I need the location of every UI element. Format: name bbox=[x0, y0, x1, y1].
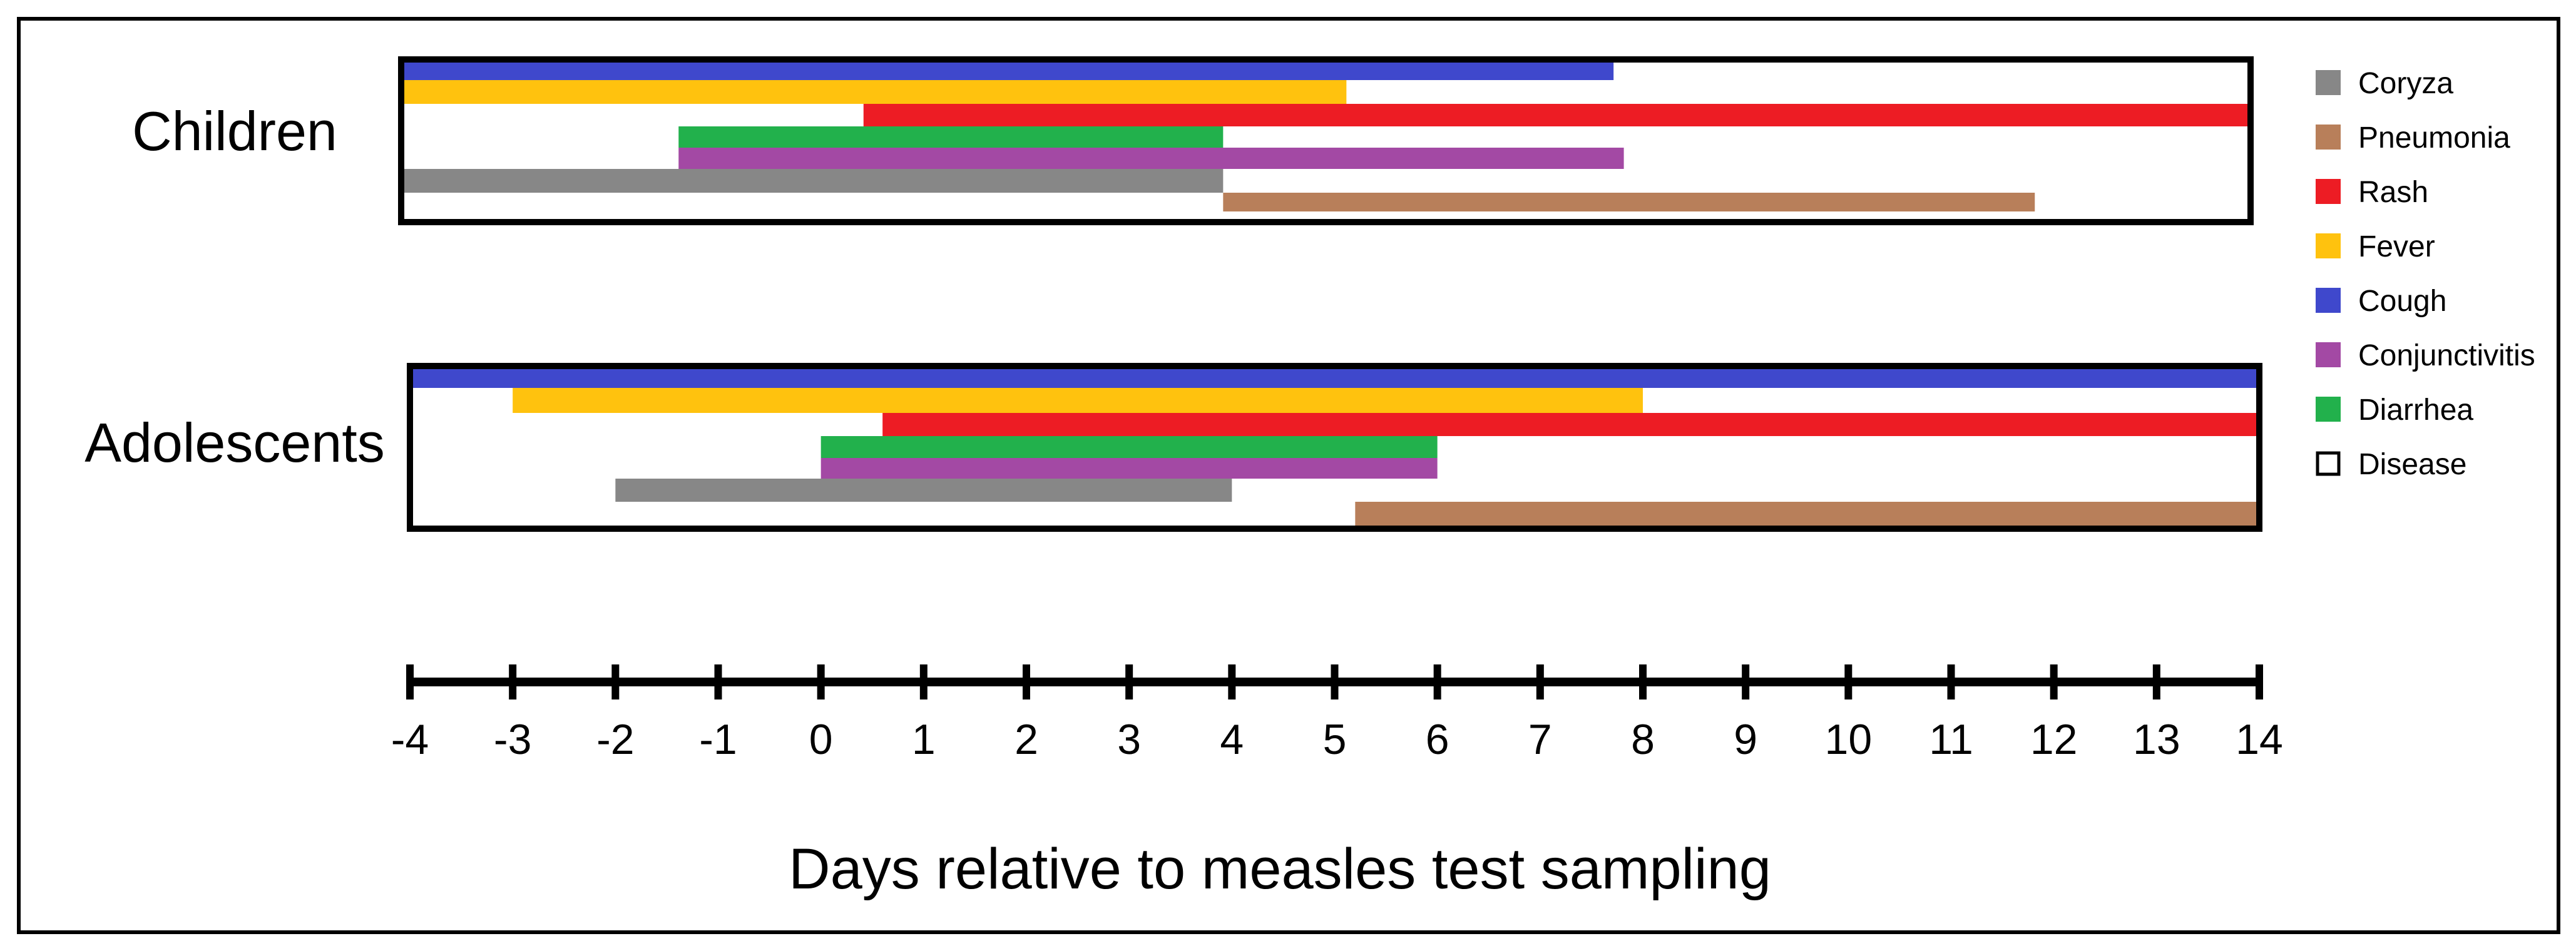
legend-label-disease: Disease bbox=[2358, 448, 2466, 481]
x-tick-label-5: 5 bbox=[1323, 716, 1347, 763]
group-label-children: Children bbox=[132, 100, 337, 162]
legend-label-pneumonia: Pneumonia bbox=[2358, 121, 2510, 155]
symptom-bars-layer bbox=[401, 59, 2260, 529]
legend-label-coryza: Coryza bbox=[2358, 67, 2453, 100]
x-tick-label-7: 7 bbox=[1528, 716, 1552, 763]
legend-label-diarrhea: Diarrhea bbox=[2358, 394, 2473, 427]
children-rash-bar bbox=[863, 104, 2251, 126]
x-axis-title: Days relative to measles test sampling bbox=[789, 837, 1771, 901]
x-tick-label-0: 0 bbox=[809, 716, 833, 763]
children-pneumonia-bar bbox=[1223, 193, 2035, 211]
group-label-adolescents: Adolescents bbox=[84, 412, 384, 474]
adolescents-pneumonia-bar bbox=[1355, 502, 2259, 529]
children-diarrhea-bar bbox=[678, 126, 1224, 148]
adolescents-coryza-bar bbox=[615, 479, 1232, 502]
x-tick-label--3: -3 bbox=[494, 716, 531, 763]
legend-swatch-disease bbox=[2316, 451, 2341, 476]
x-tick-label-11: 11 bbox=[1929, 716, 1973, 763]
legend-swatch-pneumonia bbox=[2316, 125, 2341, 150]
children-coryza-bar bbox=[401, 169, 1224, 193]
x-tick-label--1: -1 bbox=[699, 716, 737, 763]
adolescents-cough-bar bbox=[410, 366, 2259, 388]
x-tick-label--4: -4 bbox=[391, 716, 429, 763]
legend-label-conjunctivitis: Conjunctivitis bbox=[2358, 339, 2535, 372]
adolescents-conjunctivitis-bar bbox=[820, 458, 1438, 479]
legend-swatch-coryza bbox=[2316, 70, 2341, 95]
legend-swatch-cough bbox=[2316, 288, 2341, 313]
x-tick-label-8: 8 bbox=[1631, 716, 1655, 763]
children-fever-bar bbox=[401, 80, 1347, 104]
x-tick-label-4: 4 bbox=[1220, 716, 1244, 763]
legend: Coryza Pneumonia Rash Fever Cough Conjunctivi… bbox=[2316, 67, 2535, 481]
x-tick-label-10: 10 bbox=[1825, 716, 1873, 763]
children-cough-bar bbox=[401, 59, 1614, 80]
adolescents-rash-bar bbox=[882, 413, 2260, 436]
legend-swatch-rash bbox=[2316, 179, 2341, 204]
children-disease-box bbox=[398, 56, 2254, 225]
legend-swatch-conjunctivitis bbox=[2316, 342, 2341, 367]
x-tick-label--2: -2 bbox=[596, 716, 634, 763]
adolescents-fever-bar bbox=[513, 388, 1643, 413]
x-tick-label-9: 9 bbox=[1734, 716, 1757, 763]
x-tick-label-6: 6 bbox=[1426, 716, 1449, 763]
adolescents-disease-box bbox=[407, 363, 2262, 532]
legend-label-rash: Rash bbox=[2358, 176, 2428, 209]
legend-swatch-diarrhea bbox=[2316, 397, 2341, 422]
adolescents-diarrhea-bar bbox=[820, 436, 1438, 458]
x-tick-label-12: 12 bbox=[2030, 716, 2078, 763]
legend-swatch-fever bbox=[2316, 233, 2341, 258]
x-tick-label-2: 2 bbox=[1015, 716, 1038, 763]
disease-boxes-layer bbox=[398, 56, 2262, 532]
x-axis: -4 -3 -2 -1 0 1 2 3 4 5 6 7 8 9 10 11 12 13 14 bbox=[391, 664, 2283, 763]
x-tick-label-13: 13 bbox=[2133, 716, 2180, 763]
x-tick-label-14: 14 bbox=[2236, 716, 2283, 763]
legend-label-cough: Cough bbox=[2358, 285, 2446, 318]
children-conjunctivitis-bar bbox=[678, 148, 1624, 169]
legend-label-fever: Fever bbox=[2358, 230, 2435, 263]
x-tick-label-3: 3 bbox=[1117, 716, 1141, 763]
x-tick-label-1: 1 bbox=[912, 716, 936, 763]
